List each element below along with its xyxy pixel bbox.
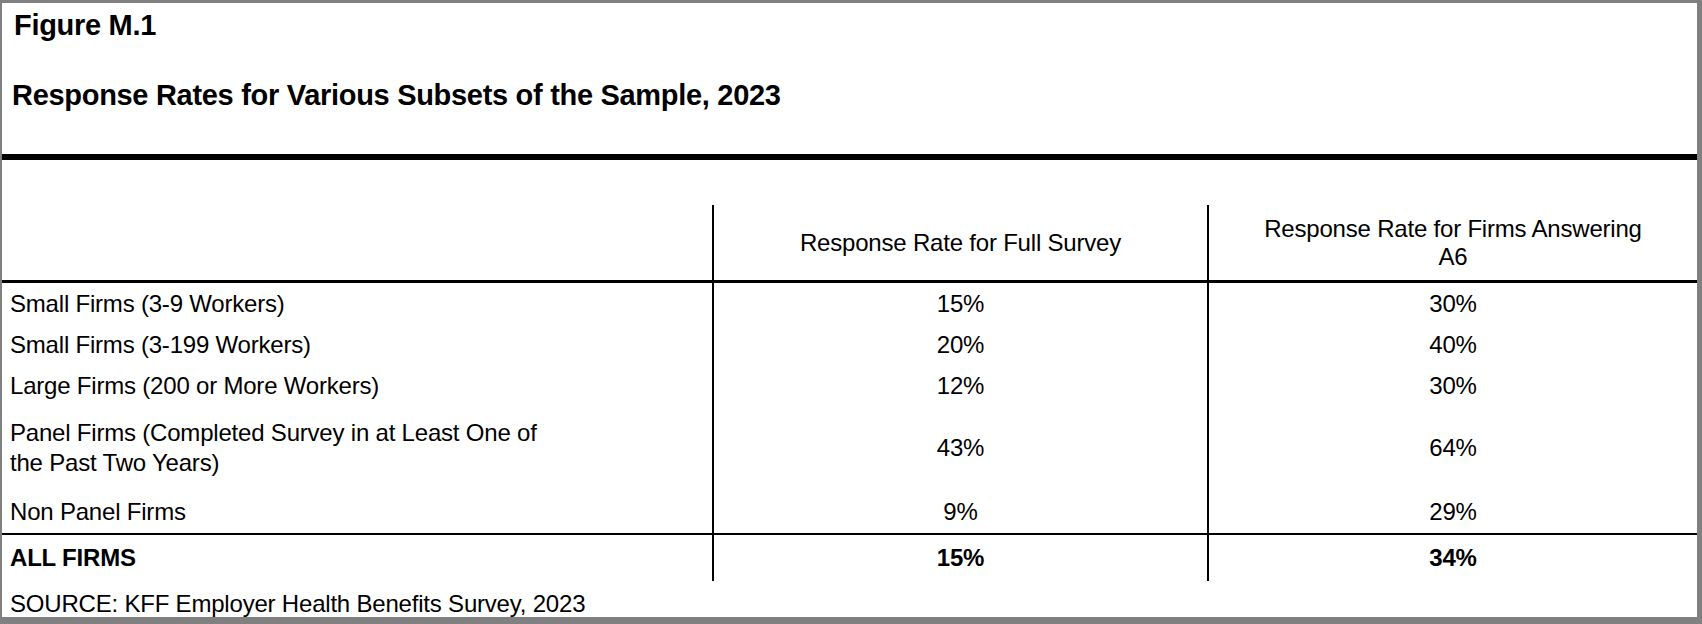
table-row: Small Firms (3-199 Workers) 20% 40% (2, 324, 1697, 365)
total-row: ALL FIRMS 15% 34% (2, 535, 1697, 581)
col-header-full-survey: Response Rate for Full Survey (712, 205, 1207, 280)
cell-full-survey: 15% (712, 283, 1207, 324)
table-row: Small Firms (3-9 Workers) 15% 30% (2, 283, 1697, 324)
cell-a6: 64% (1207, 406, 1697, 490)
response-rates-table: Response Rate for Full Survey Response R… (2, 160, 1697, 581)
row-label: Panel Firms (Completed Survey in at Leas… (2, 406, 712, 490)
table-header-row: Response Rate for Full Survey Response R… (2, 160, 1697, 280)
cell-full-survey: 43% (712, 406, 1207, 490)
figure-title: Response Rates for Various Subsets of th… (12, 79, 1697, 112)
cell-full-survey: 12% (712, 365, 1207, 406)
row-label: Non Panel Firms (2, 490, 712, 533)
cell-a6: 30% (1207, 365, 1697, 406)
row-label: Small Firms (3-199 Workers) (2, 324, 712, 365)
table-row: Large Firms (200 or More Workers) 12% 30… (2, 365, 1697, 406)
figure-frame: Figure M.1 Response Rates for Various Su… (0, 0, 1702, 624)
figure-label: Figure M.1 (14, 9, 1697, 42)
row-label: Small Firms (3-9 Workers) (2, 283, 712, 324)
col-header-a6: Response Rate for Firms Answering A6 (1207, 205, 1697, 280)
cell-full-survey: 9% (712, 490, 1207, 533)
col-header-a6-label: Response Rate for Firms Answering A6 (1253, 215, 1653, 271)
cell-a6: 29% (1207, 490, 1697, 533)
source-note: SOURCE: KFF Employer Health Benefits Sur… (2, 581, 1697, 618)
col-header-full-survey-label: Response Rate for Full Survey (800, 229, 1121, 257)
table-row: Panel Firms (Completed Survey in at Leas… (2, 406, 1697, 490)
table-row: Non Panel Firms 9% 29% (2, 490, 1697, 533)
cell-a6: 30% (1207, 283, 1697, 324)
total-cell-full-survey: 15% (712, 535, 1207, 581)
row-label: Large Firms (200 or More Workers) (2, 365, 712, 406)
total-row-label: ALL FIRMS (2, 535, 712, 581)
cell-full-survey: 20% (712, 324, 1207, 365)
total-cell-a6: 34% (1207, 535, 1697, 581)
cell-a6: 40% (1207, 324, 1697, 365)
